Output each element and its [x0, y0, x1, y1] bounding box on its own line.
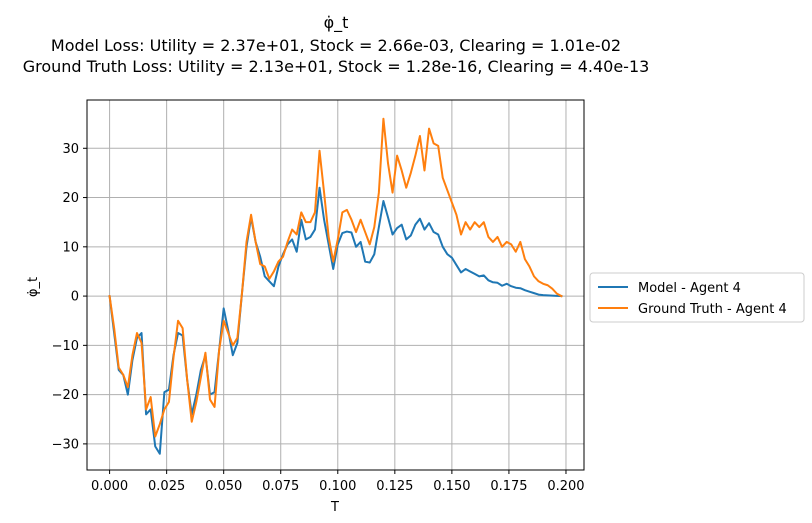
x-tick-label: 0.100: [319, 479, 356, 494]
x-tick-label: 0.050: [205, 479, 242, 494]
chart-subtitle-line-1: Model Loss: Utility = 2.37e+01, Stock = …: [51, 36, 621, 55]
y-tick-label: −10: [52, 339, 79, 354]
series-line-ground-truth-agent-4: [108, 117, 563, 438]
series-group: [108, 117, 563, 455]
y-axis-ticks: −30 −20 −10 0 10 20 30: [52, 142, 87, 452]
x-tick-label: 0.150: [433, 479, 470, 494]
chart-subtitle-line-2: Ground Truth Loss: Utility = 2.13e+01, S…: [23, 57, 650, 76]
x-tick-label: 0.075: [262, 479, 299, 494]
x-axis-label: T: [330, 500, 339, 515]
x-axis-ticks: 0.000 0.025 0.050 0.075 0.100 0.125 0.150 0.175…: [91, 470, 585, 494]
legend-label-ground-truth: Ground Truth - Agent 4: [638, 302, 787, 317]
plot-frame: [86, 99, 585, 471]
y-tick-label: 30: [62, 142, 79, 157]
y-tick-label: 20: [62, 191, 79, 206]
x-tick-label: 0.025: [148, 479, 185, 494]
y-tick-label: −30: [52, 437, 79, 452]
y-tick-label: 10: [62, 240, 79, 255]
legend: Model - Agent 4 Ground Truth - Agent 4: [589, 272, 805, 323]
plot-area: 0.000 0.025 0.050 0.075 0.100 0.125 0.150 0.175…: [52, 99, 585, 494]
x-tick-label: 0.000: [91, 479, 128, 494]
y-axis-label: φ̇_t: [26, 277, 41, 297]
x-tick-label: 0.125: [376, 479, 413, 494]
y-tick-label: 0: [71, 290, 79, 305]
x-tick-label: 0.175: [490, 479, 527, 494]
chart-title: φ̇_t: [324, 13, 349, 33]
x-tick-label: 0.200: [547, 479, 584, 494]
y-tick-label: −20: [52, 388, 79, 403]
legend-label-model: Model - Agent 4: [638, 281, 741, 296]
legend-box: [589, 272, 805, 323]
